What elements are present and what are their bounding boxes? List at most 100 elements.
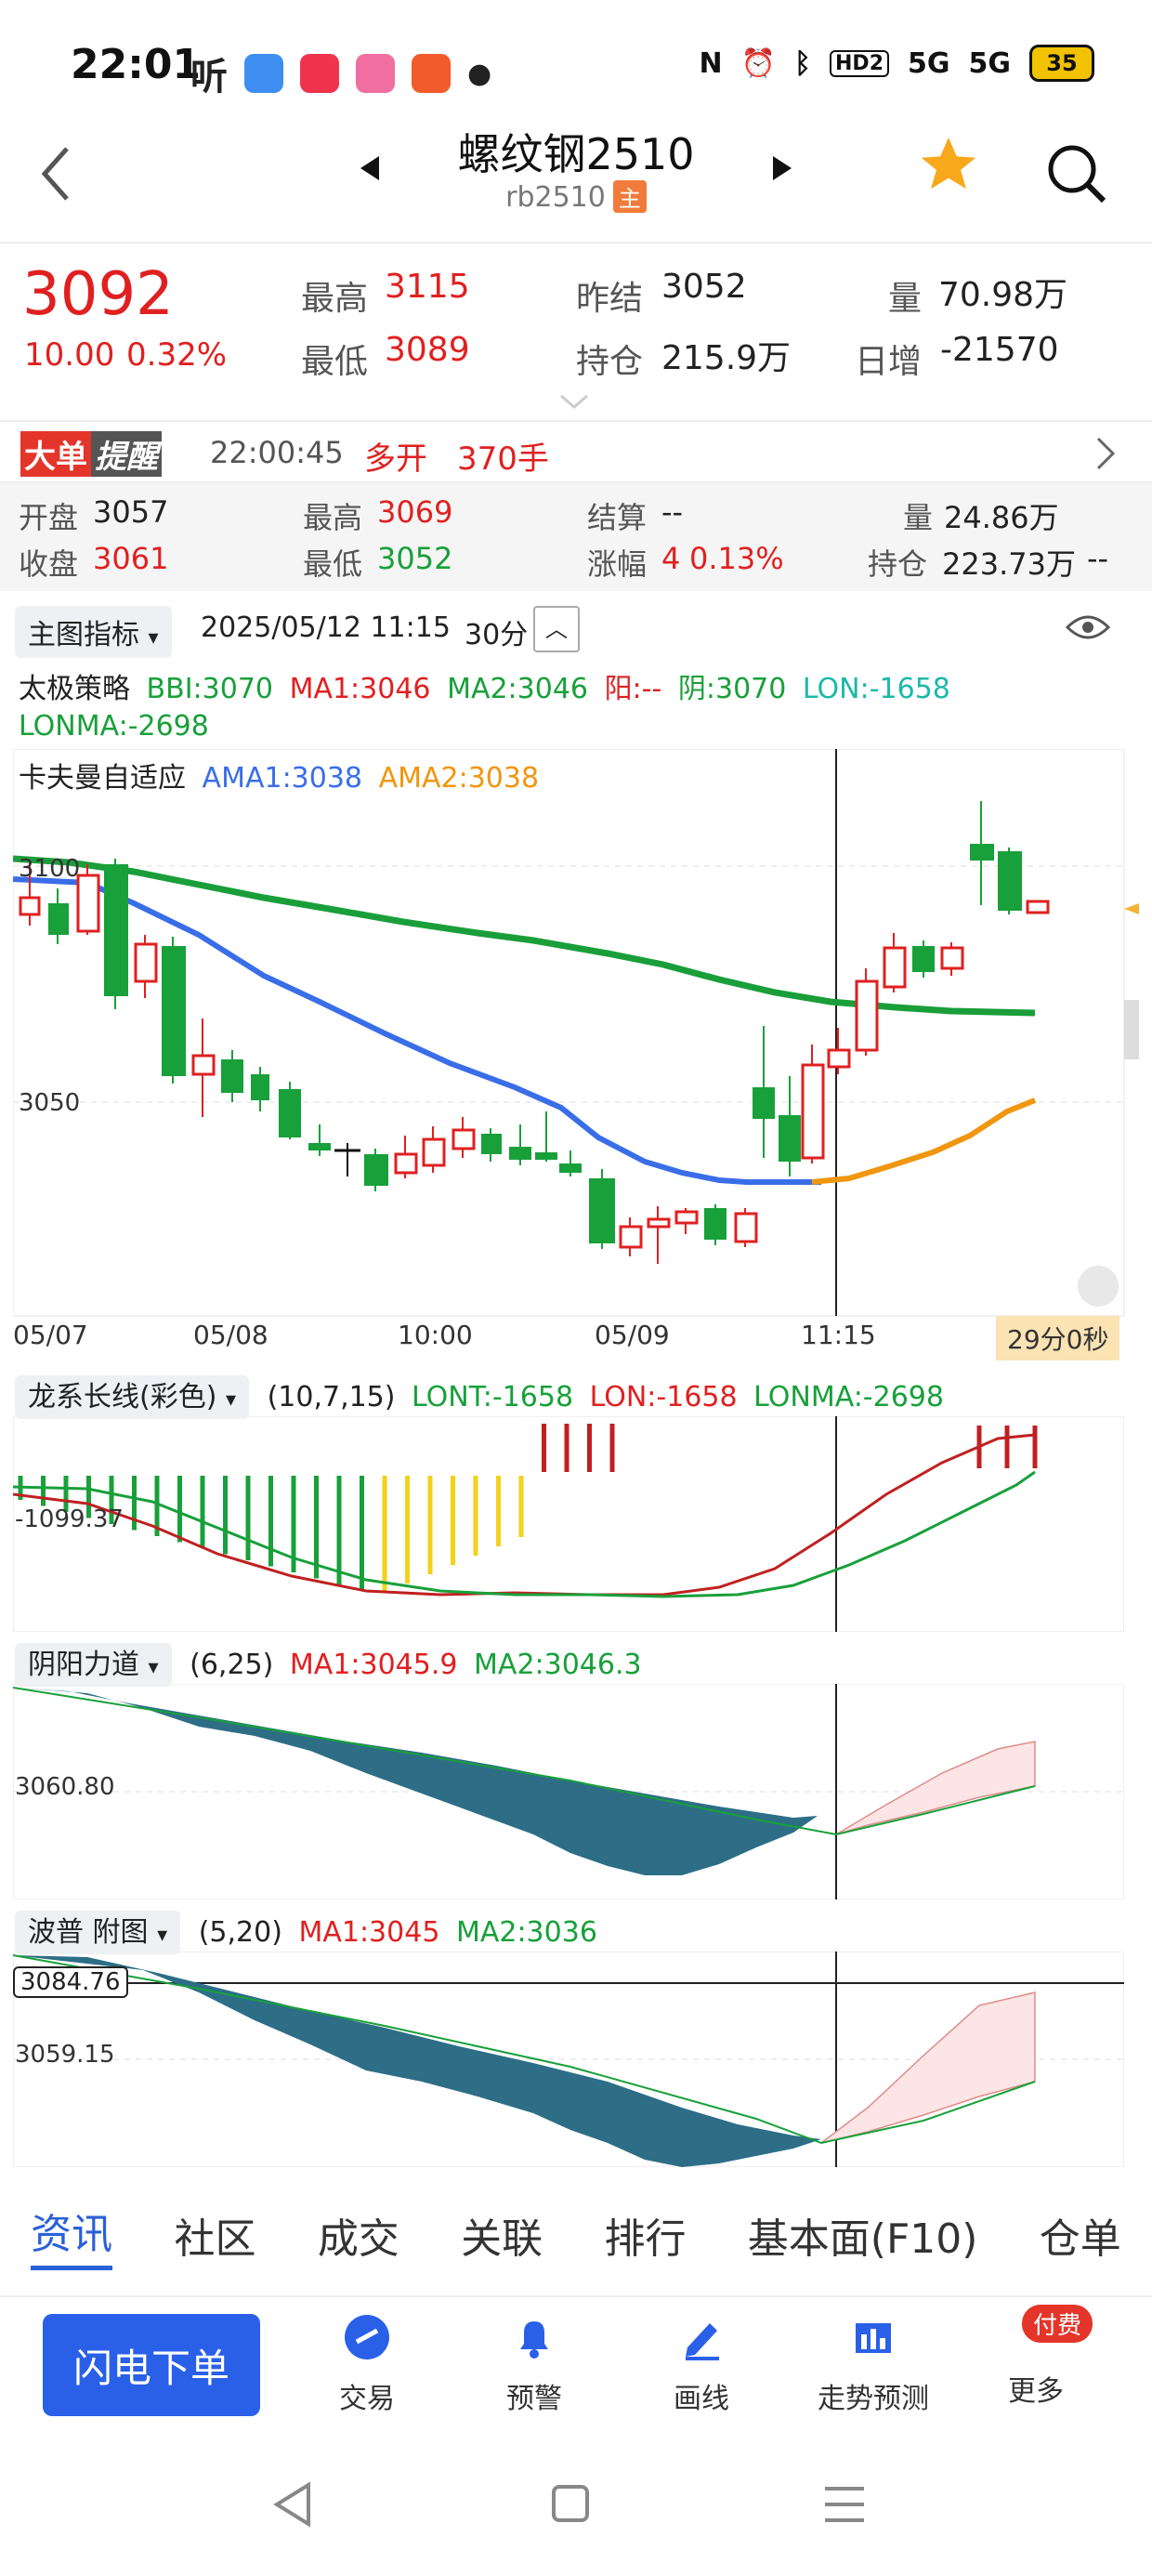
yang-value: 阳:--	[604, 673, 662, 705]
sub3-chart[interactable]	[13, 1952, 1124, 2167]
sub2-params: (6,25)	[190, 1649, 274, 1681]
favorite-star-icon[interactable]	[916, 132, 981, 197]
yin-value: 阴:3070	[677, 673, 787, 705]
system-menu-icon[interactable]	[823, 2485, 866, 2524]
alert-action: 多开	[364, 440, 427, 478]
next-contract-icon[interactable]	[771, 154, 793, 182]
volume-label: 量	[888, 280, 923, 318]
code-text: rb2510	[505, 181, 606, 214]
notification-icons: 听 ●	[190, 46, 491, 100]
period-label[interactable]: 30分	[465, 619, 529, 651]
contract-code: rb2510 主	[0, 180, 1152, 214]
nav-trade-label: 交易	[339, 2383, 395, 2415]
alert-badge-big: 大单	[20, 431, 91, 477]
sub3-bear-fill	[13, 1955, 821, 2167]
nav-forecast[interactable]: 走势预测	[799, 2312, 948, 2416]
bar-summary: 开盘 3057 收盘 3061 最高 3069 最低 3052 结算 -- 涨幅…	[0, 483, 1152, 591]
sub1-histogram	[18, 1424, 1038, 1593]
lon-value: LON:-1658	[802, 673, 950, 705]
alarm-icon: ⏰	[740, 46, 777, 80]
taiji-name: 太极策略	[19, 673, 130, 705]
sub3-params: (5,20)	[198, 1916, 282, 1949]
bluetooth-icon: ᛒ	[794, 46, 812, 80]
price-change-pct: 0.32%	[126, 336, 228, 374]
tab-warehouse[interactable]: 仓单	[1039, 2215, 1121, 2263]
back-icon[interactable]	[37, 141, 74, 206]
x-label-1115: 11:15	[801, 1320, 876, 1350]
sub1-name: 龙系长线(彩色)	[28, 1381, 217, 1413]
daily-change-value: -21570	[940, 331, 1059, 369]
high-label: 最高	[301, 280, 369, 318]
chevron-down-icon: ▾	[148, 626, 159, 650]
open-value: 3057	[93, 494, 169, 530]
tab-news[interactable]: 资讯	[31, 2201, 113, 2270]
bar-low-value: 3052	[377, 541, 453, 576]
low-label: 最低	[301, 343, 369, 381]
big-order-alert[interactable]: 大单 提醒 22:00:45 多开 370手	[0, 420, 1152, 483]
nav-draw[interactable]: 画线	[632, 2312, 771, 2416]
bar-low-label: 最低	[303, 546, 363, 582]
sub2-dropdown[interactable]: 阴阳力道 ▾	[15, 1643, 172, 1687]
tab-ranking[interactable]: 排行	[604, 2215, 687, 2263]
nav-alert[interactable]: 预警	[465, 2312, 604, 2416]
flash-order-button[interactable]: 闪电下单	[43, 2314, 260, 2416]
alert-time: 22:00:45	[210, 435, 344, 470]
sub1-dropdown[interactable]: 龙系长线(彩色) ▾	[15, 1375, 250, 1419]
prev-contract-icon[interactable]	[359, 154, 381, 182]
chg-value: 4	[661, 541, 681, 576]
tab-fundamentals[interactable]: 基本面(F10)	[747, 2215, 978, 2263]
signal-1-icon: 5G	[908, 46, 950, 80]
chg-pct-value: 0.13%	[689, 541, 784, 576]
bar-high-label: 最高	[303, 500, 363, 535]
alert-badge: 大单 提醒	[20, 431, 162, 477]
system-home-icon[interactable]	[550, 2483, 591, 2524]
x-label-0507: 05/07	[13, 1320, 88, 1350]
prev-settle-label: 昨结	[576, 280, 644, 318]
hd-icon: HD2	[830, 49, 889, 77]
volume-value: 70.98万	[938, 276, 1068, 314]
low-value: 3089	[385, 331, 470, 369]
kama-legend: 卡夫曼自适应 AMA1:3038 AMA2:3038	[19, 755, 539, 795]
nav-alert-label: 预警	[506, 2383, 562, 2415]
bbi-value: BBI:3070	[146, 673, 274, 705]
tab-related[interactable]: 关联	[461, 2215, 543, 2263]
search-icon[interactable]	[1044, 141, 1109, 206]
prev-settle-value: 3052	[661, 268, 747, 306]
sub1-lonma: LONMA:-2698	[753, 1381, 944, 1413]
close-label: 收盘	[19, 546, 79, 582]
sub3-dropdown[interactable]: 波普 附图 ▾	[15, 1911, 181, 1954]
ama2-line	[811, 1097, 1037, 1185]
alert-chevron-right-icon[interactable]	[1094, 435, 1117, 472]
more-dot-icon: ●	[467, 57, 492, 90]
main-indicator-dropdown[interactable]: 主图指标 ▾	[15, 606, 172, 658]
tab-trades[interactable]: 成交	[317, 2215, 399, 2263]
sub2-chart[interactable]	[13, 1684, 1124, 1899]
sub1-chart[interactable]	[13, 1416, 1124, 1632]
sub3-ma2: MA2:3036	[455, 1916, 597, 1949]
eye-icon[interactable]	[1065, 611, 1111, 643]
expand-chevron-icon[interactable]	[557, 392, 591, 413]
ama1-value: AMA1:3038	[202, 762, 363, 795]
sub2-bull-fill	[835, 1741, 1036, 1835]
sub3-legend: 波普 附图 ▾ (5,20) MA1:3045 MA2:3036	[15, 1909, 597, 1954]
sub3-y-label: 3059.15	[15, 2041, 115, 2069]
system-back-icon[interactable]	[271, 2481, 314, 2528]
bar-volume-value: 24.86万	[944, 500, 1059, 535]
status-bar: 22:01 听 ● N ⏰ ᛒ HD2 5G 5G 35	[0, 0, 1152, 130]
bar-volume-label: 量	[903, 500, 934, 535]
nav-trade[interactable]: 交易	[297, 2312, 437, 2416]
chevron-down-icon: ▾	[148, 1656, 159, 1679]
tab-community[interactable]: 社区	[174, 2215, 256, 2263]
green-ma-line	[13, 855, 1036, 1017]
open-interest-value: 215.9万	[661, 339, 792, 377]
kline-chart[interactable]	[13, 749, 1139, 1362]
sub3-bull-fill	[820, 1991, 1036, 2144]
collapse-button[interactable]: ︿	[533, 606, 580, 652]
signal-2-icon: 5G	[968, 46, 1012, 80]
nav-more[interactable]: 付费 更多	[966, 2305, 1106, 2409]
chart-toolbar: 主图指标 ▾ 2025/05/12 11:15 30分 ︿	[0, 595, 1152, 662]
more-icon: 付费	[1011, 2305, 1093, 2362]
settle-label: 结算	[587, 500, 648, 535]
x-axis: 05/07 05/08 10:00 05/09 11:15 29分0秒	[0, 1316, 1152, 1362]
side-handle	[1124, 1000, 1139, 1059]
